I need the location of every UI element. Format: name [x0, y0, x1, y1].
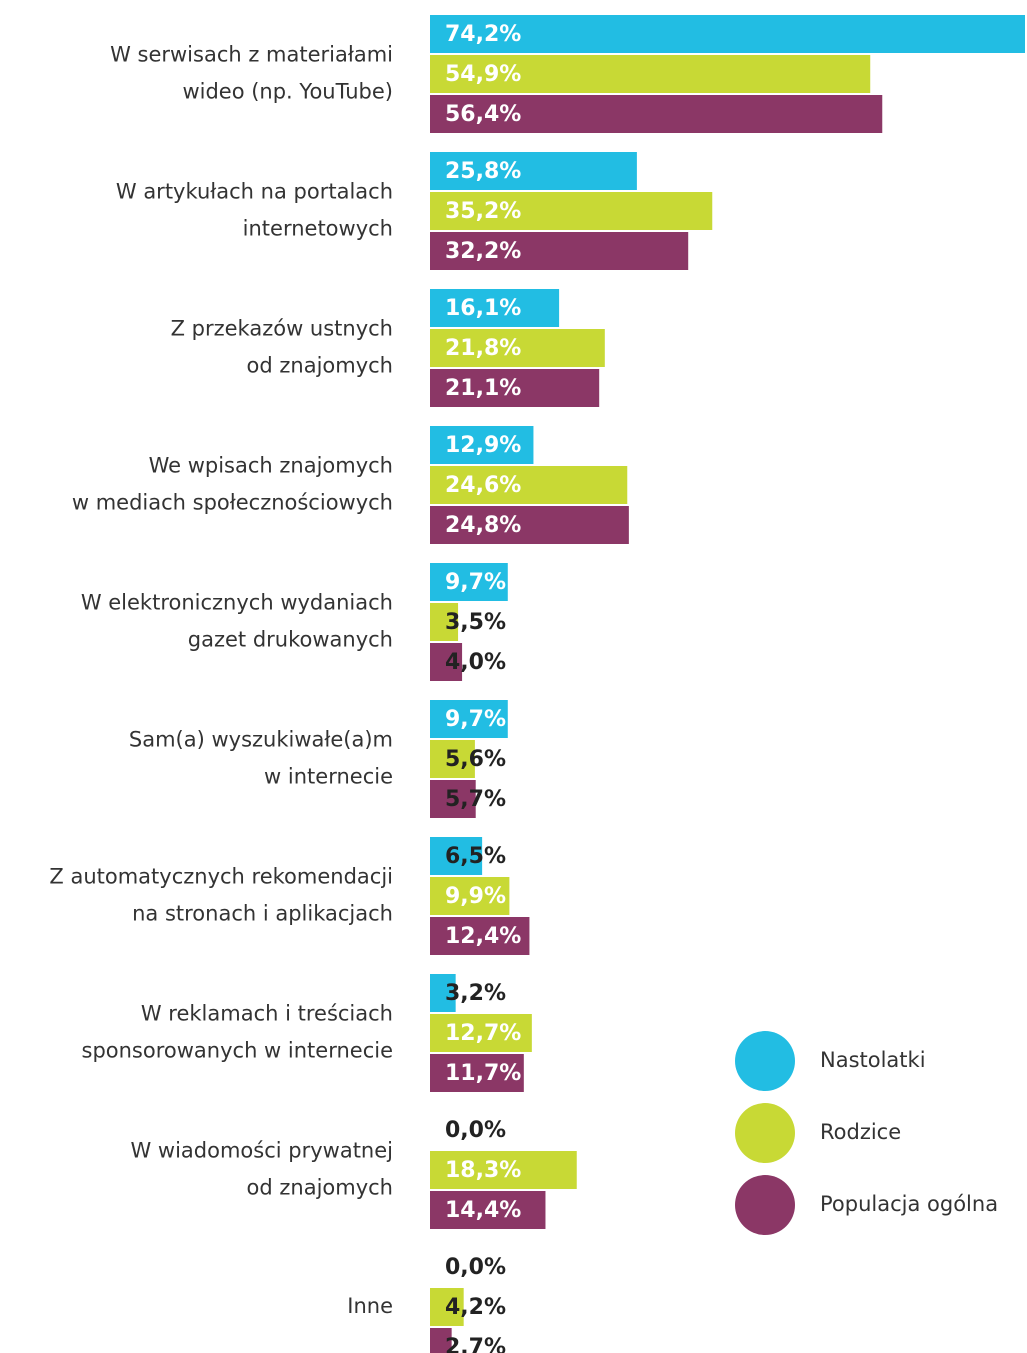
bar	[430, 466, 628, 504]
bar	[430, 152, 637, 190]
value-label: 3,5%	[445, 610, 506, 635]
value-label: 11,7%	[445, 1061, 521, 1086]
value-label: 24,8%	[445, 513, 521, 538]
value-label: 24,6%	[445, 473, 521, 498]
bar	[430, 877, 510, 915]
value-label: 4,2%	[445, 1295, 506, 1320]
value-label: 9,9%	[445, 884, 506, 909]
legend-label: Nastolatki	[820, 1048, 926, 1072]
value-label: 32,2%	[445, 239, 521, 264]
value-label: 4,0%	[445, 650, 506, 675]
value-label: 12,7%	[445, 1021, 521, 1046]
bar	[430, 506, 629, 544]
category-label: Inne	[347, 1294, 393, 1318]
category-label: Z automatycznych rekomendacji	[49, 865, 393, 889]
legend-label: Rodzice	[820, 1120, 901, 1144]
value-label: 0,0%	[445, 1255, 506, 1280]
value-label: 74,2%	[445, 22, 521, 47]
value-label: 5,6%	[445, 747, 506, 772]
category-label: Sam(a) wyszukiwałe(a)m	[129, 728, 393, 752]
bar	[430, 369, 600, 407]
bar	[430, 95, 883, 133]
value-label: 9,7%	[445, 570, 506, 595]
bar	[430, 700, 508, 738]
category-label: wideo (np. YouTube)	[182, 80, 393, 104]
category-label: Z przekazów ustnych	[171, 317, 393, 341]
value-label: 12,4%	[445, 924, 521, 949]
value-label: 9,7%	[445, 707, 506, 732]
category-label: We wpisach znajomych	[149, 454, 393, 478]
bar	[430, 643, 463, 681]
bar	[430, 563, 508, 601]
category-label: internetowych	[243, 217, 393, 241]
bar	[430, 329, 605, 367]
category-label: w internecie	[264, 765, 393, 789]
value-label: 14,4%	[445, 1198, 521, 1223]
value-label: 6,5%	[445, 844, 506, 869]
value-label: 54,9%	[445, 62, 521, 87]
category-label: sponsorowanych w internecie	[82, 1039, 394, 1063]
bar	[430, 192, 713, 230]
value-label: 18,3%	[445, 1158, 521, 1183]
bar	[430, 232, 689, 270]
value-label: 2,7%	[445, 1335, 506, 1353]
bar	[430, 1288, 464, 1326]
legend-label: Populacja ogólna	[820, 1192, 998, 1216]
bar	[430, 837, 483, 875]
bar	[430, 55, 871, 93]
category-label: od znajomych	[247, 1176, 393, 1200]
category-label: W artykułach na portalach	[116, 180, 393, 204]
category-label: W serwisach z materiałami	[110, 43, 393, 67]
category-label: na stronach i aplikacjach	[132, 902, 393, 926]
bar	[430, 1151, 577, 1189]
value-label: 5,7%	[445, 787, 506, 812]
value-label: 21,1%	[445, 376, 521, 401]
bar	[430, 974, 456, 1012]
bar	[430, 917, 530, 955]
bar	[430, 780, 476, 818]
value-label: 12,9%	[445, 433, 521, 458]
bar	[430, 15, 1025, 53]
value-label: 0,0%	[445, 1118, 506, 1143]
value-label: 21,8%	[445, 336, 521, 361]
bar	[430, 1014, 532, 1052]
bar	[430, 740, 475, 778]
bar	[430, 603, 459, 641]
value-label: 16,1%	[445, 296, 521, 321]
legend-swatch	[735, 1175, 795, 1235]
category-label: w mediach społecznościowych	[72, 491, 393, 515]
bar	[430, 426, 534, 464]
category-label: W wiadomości prywatnej	[130, 1139, 393, 1163]
category-label: gazet drukowanych	[188, 628, 393, 652]
category-label: od znajomych	[247, 354, 393, 378]
category-label: W reklamach i treściach	[141, 1002, 393, 1026]
value-label: 25,8%	[445, 159, 521, 184]
bar	[430, 1328, 452, 1353]
legend-swatch	[735, 1103, 795, 1163]
legend-swatch	[735, 1031, 795, 1091]
value-label: 56,4%	[445, 102, 521, 127]
bar	[430, 1191, 546, 1229]
value-label: 3,2%	[445, 981, 506, 1006]
bar	[430, 1054, 524, 1092]
bar	[430, 289, 560, 327]
category-label: W elektronicznych wydaniach	[81, 591, 393, 615]
value-label: 35,2%	[445, 199, 521, 224]
